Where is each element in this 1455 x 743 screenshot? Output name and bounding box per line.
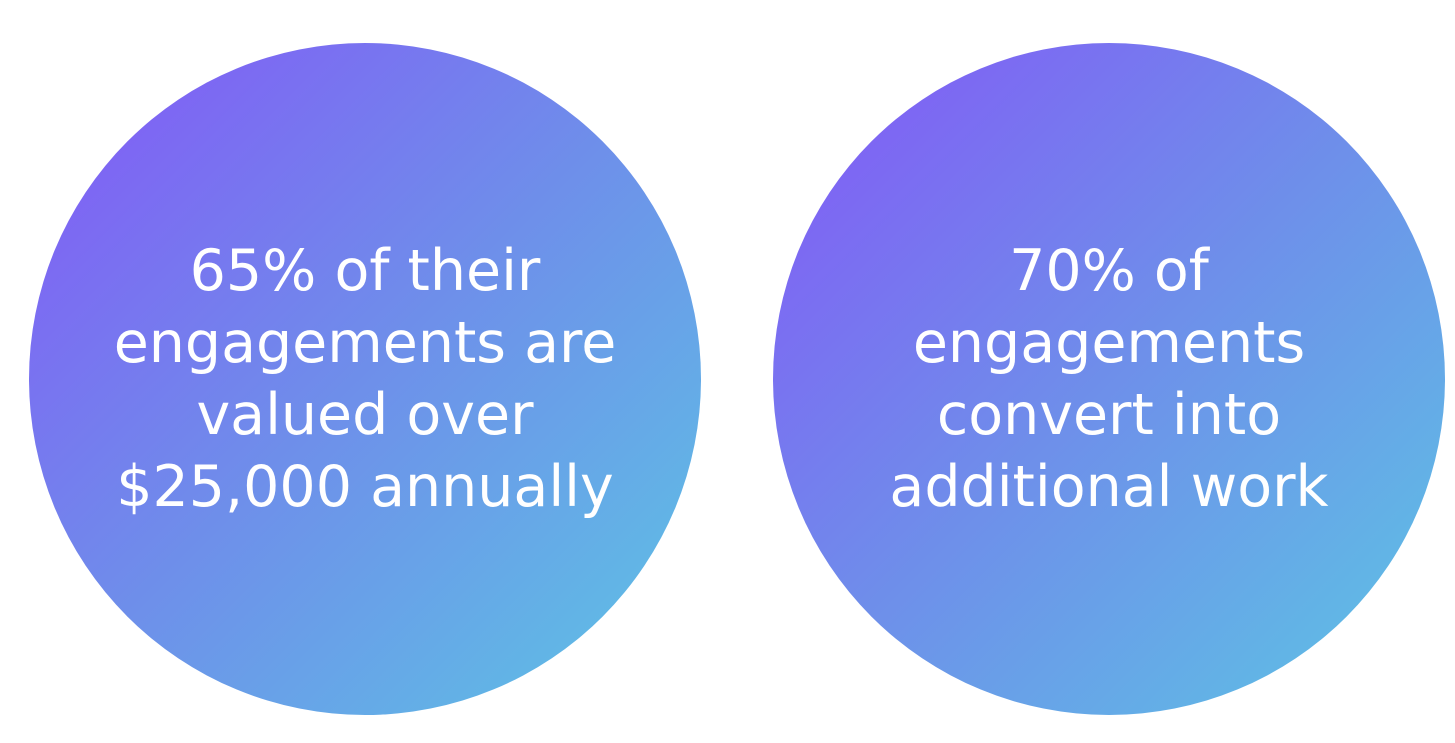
stat-circle-conversion: 70% of engagements convert into addition… [773,43,1445,715]
stat-line: engagements [912,310,1306,376]
stat-line: $25,000 annually [116,454,614,520]
stat-text-engagement-value: 65% of their engagements are valued over… [114,235,617,523]
stat-line: 70% of [1009,238,1209,304]
stat-line: convert into [936,382,1282,448]
stat-line: valued over [196,382,534,448]
stat-circle-engagement-value: 65% of their engagements are valued over… [29,43,701,715]
stat-text-conversion: 70% of engagements convert into addition… [889,235,1328,523]
stat-line: additional work [889,454,1329,520]
stat-line: 65% of their [189,238,541,304]
stat-line: engagements are [113,310,617,376]
